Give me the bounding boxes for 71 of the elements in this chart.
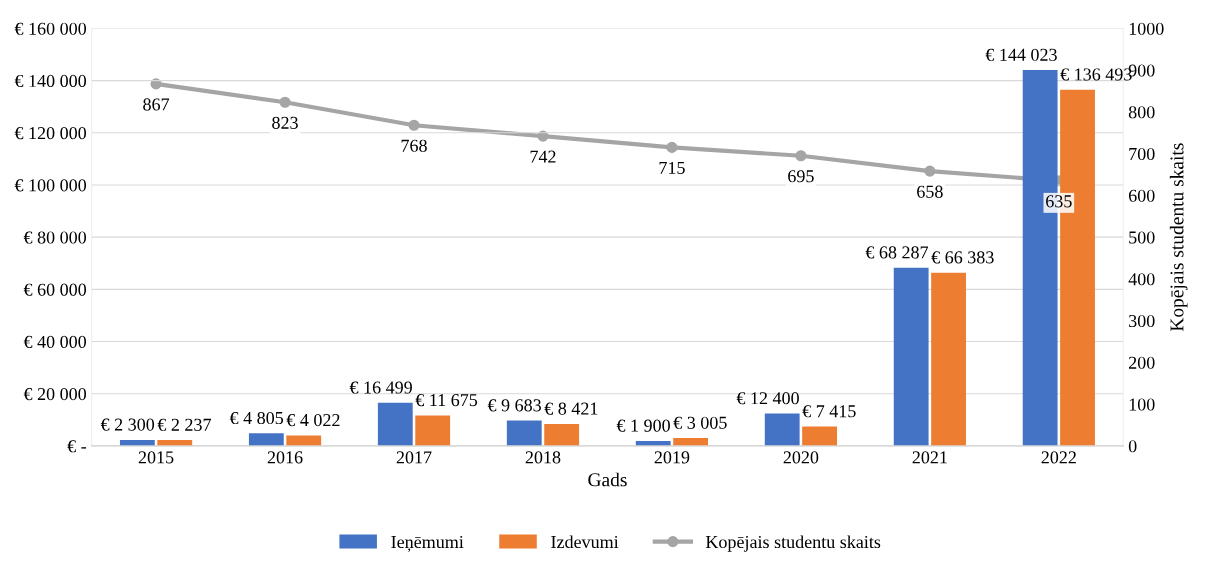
data-label: 695 <box>788 170 814 183</box>
legend-label: Ieņēmumi <box>391 535 464 552</box>
data-label: 635 <box>1046 195 1072 208</box>
data-label: € 7 415 <box>802 405 856 418</box>
data-label: € 9 683 <box>487 399 541 412</box>
data-label: € 4 805 <box>229 411 284 425</box>
x-axis-title: Gads <box>588 472 627 487</box>
bar <box>802 426 838 446</box>
data-label: 823 <box>272 116 298 129</box>
bar <box>248 433 284 446</box>
x-tick-label: 2019 <box>654 451 690 464</box>
data-label: € 16 499 <box>349 381 412 394</box>
x-tick-label: 2020 <box>783 451 819 464</box>
point <box>924 165 936 177</box>
bar <box>377 402 413 446</box>
y-tick-label: € 160 000 <box>14 22 87 35</box>
y2-tick-label: 700 <box>1129 147 1155 161</box>
x-tick-label: 2015 <box>138 451 174 464</box>
y-tick-label: € 100 000 <box>14 179 87 192</box>
x-tick-label: 2016 <box>267 451 303 464</box>
y2-tick-label: 400 <box>1128 273 1155 286</box>
y-tick-label: € - <box>67 440 87 453</box>
data-label: € 68 287 <box>865 246 929 259</box>
data-label: € 66 383 <box>931 251 994 264</box>
y-tick-label: € 120 000 <box>14 127 87 140</box>
y2-tick-label: 300 <box>1129 314 1155 328</box>
data-label: € 4 022 <box>286 413 340 427</box>
data-label: € 2 300 <box>100 418 155 431</box>
y-tick-label: € 80 000 <box>23 231 87 244</box>
data-label: € 1 900 <box>616 419 670 432</box>
y2-tick-label: 1000 <box>1129 22 1164 35</box>
bar <box>544 423 580 446</box>
bar <box>286 435 322 446</box>
point <box>408 119 420 131</box>
data-label: € 11 675 <box>415 394 478 407</box>
point <box>279 96 291 108</box>
data-label: € 2 237 <box>157 418 211 431</box>
point <box>795 150 807 162</box>
data-label: € 144 023 <box>985 48 1057 61</box>
y2-axis-title: Kopējais studentu skaits <box>1169 143 1188 332</box>
bar <box>893 267 929 446</box>
data-label: 742 <box>530 150 556 163</box>
y2-tick-label: 500 <box>1129 231 1155 244</box>
data-label: € 8 421 <box>544 402 598 415</box>
data-label: € 3 005 <box>673 416 727 429</box>
y2-tick-label: 600 <box>1128 189 1155 202</box>
bar <box>506 420 542 446</box>
bar <box>764 413 800 446</box>
x-tick-label: 2022 <box>1041 451 1076 464</box>
legend-label: Izdevumi <box>551 535 619 549</box>
y-tick-label: € 20 000 <box>23 387 87 401</box>
x-tick-label: 2018 <box>525 451 561 464</box>
y2-tick-label: 800 <box>1128 106 1155 119</box>
y2-tick-label: 0 <box>1128 440 1137 453</box>
y-tick-label: € 140 000 <box>14 74 87 88</box>
data-label: 715 <box>659 161 685 174</box>
data-label: € 12 400 <box>736 392 799 405</box>
y2-tick-label: 100 <box>1129 398 1155 411</box>
legend-label: Kopējais studentu skaits <box>705 535 881 552</box>
data-label: 768 <box>401 139 427 152</box>
data-label: 867 <box>143 98 170 111</box>
bar <box>415 415 451 446</box>
x-tick-label: 2021 <box>912 451 947 464</box>
point <box>666 141 678 153</box>
bar <box>673 438 709 446</box>
y-tick-label: € 60 000 <box>23 283 87 296</box>
data-label: 658 <box>917 185 943 198</box>
x-tick-label: 2017 <box>396 451 432 464</box>
bar <box>931 272 966 446</box>
y-tick-label: € 40 000 <box>23 335 87 348</box>
y2-tick-label: 200 <box>1128 356 1155 369</box>
